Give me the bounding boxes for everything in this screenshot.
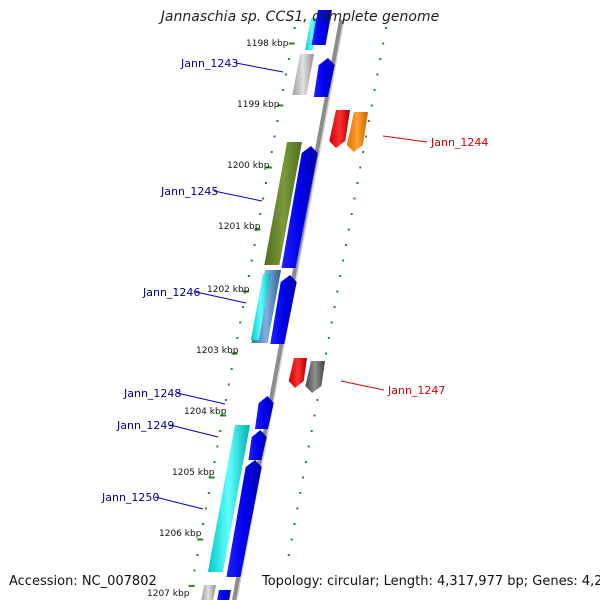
gene-label[interactable]: Jann_1245: [160, 185, 218, 198]
gene-label-leader: [169, 424, 219, 438]
accession-text: Accession: NC_007802: [9, 574, 157, 589]
gene-block-gray: [201, 585, 216, 600]
scale-labels: 1198 kbp 1199 kbp 1200 kbp 1201 kbp 1202 kbp…: [147, 39, 289, 599]
gene-block-cyan: [250, 274, 271, 340]
scale-label: 1199 kbp: [237, 100, 280, 110]
gene-label-leader: [340, 380, 385, 391]
gene-arrow-blue: [254, 396, 274, 429]
gene-label[interactable]: Jann_1244: [430, 136, 488, 149]
gene-arrow-blue: [313, 58, 335, 97]
gene-arrow-blue: [311, 10, 332, 45]
plus-strand-tick-track: [287, 27, 387, 556]
gene-label-leader: [176, 392, 226, 405]
scale-label: 1206 kbp: [159, 529, 202, 539]
scale-label: 1205 kbp: [172, 468, 215, 478]
gene-label-leader: [235, 62, 284, 73]
scale-label: 1200 kbp: [227, 161, 270, 171]
gene-arrow-blue: [270, 275, 297, 344]
minus-strand-tick-track: [188, 27, 296, 587]
gene-arrow-blue: [217, 590, 231, 600]
gene-arrow-blue: [281, 146, 318, 268]
gene-labels: Jann_1243 Jann_1244 Jann_1245 Jann_1246 Jann…: [101, 57, 488, 510]
gene-label[interactable]: Jann_1246: [142, 286, 200, 299]
gene-block-olive: [264, 142, 302, 265]
map-title: Jannaschia sp. CCS1, complete genome: [160, 9, 440, 25]
gene-arrow-red: [288, 358, 307, 388]
gene-block-cyan: [207, 425, 250, 572]
scale-label: 1201 kbp: [218, 222, 261, 232]
gene-label[interactable]: Jann_1247: [387, 384, 445, 397]
gene-label[interactable]: Jann_1248: [123, 387, 181, 400]
gene-label[interactable]: Jann_1243: [180, 57, 238, 70]
gene-arrow-red: [329, 110, 350, 148]
gene-block-gray: [292, 54, 314, 95]
gene-arrow-blue: [248, 430, 267, 460]
scale-label: 1198 kbp: [246, 39, 289, 49]
gene-label-leader: [213, 190, 263, 202]
gene-arrow-blue: [226, 460, 262, 577]
scale-label: 1204 kbp: [184, 407, 227, 417]
genome-summary-text: Topology: circular; Length: 4,317,977 bp…: [262, 574, 600, 589]
gene-label-leader: [154, 496, 204, 510]
scale-label: 1207 kbp: [147, 589, 190, 599]
scale-label: 1203 kbp: [196, 346, 239, 356]
gene-label-leader: [195, 291, 247, 304]
scale-label: 1202 kbp: [207, 285, 250, 295]
gene-features: [201, 10, 368, 600]
gene-arrow-orange: [346, 112, 368, 152]
gene-label[interactable]: Jann_1249: [116, 419, 174, 432]
gene-arrow-gray: [305, 361, 325, 393]
gene-label-leader: [382, 135, 428, 143]
gene-label[interactable]: Jann_1250: [101, 491, 159, 504]
